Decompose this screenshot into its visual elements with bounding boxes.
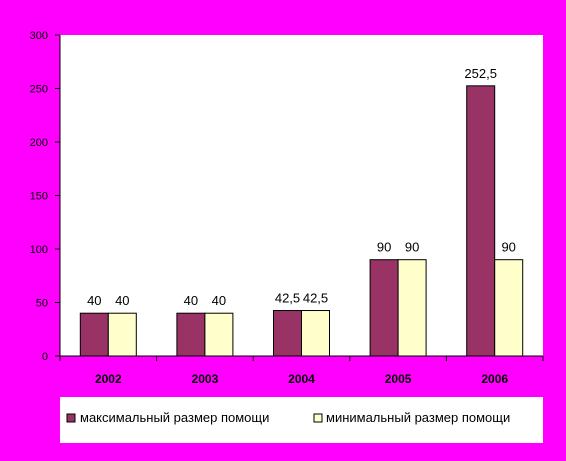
bar-min-2003 <box>204 312 234 357</box>
data-label: 90 <box>377 240 391 255</box>
data-label: 42,5 <box>303 291 328 306</box>
legend-label-max: максимальный размер помощи <box>80 410 269 425</box>
bar-max-2003 <box>176 312 206 357</box>
y-tick-label: 100 <box>30 244 48 256</box>
data-label: 40 <box>87 293 101 308</box>
x-category-label: 2006 <box>481 372 508 386</box>
data-label: 40 <box>115 293 129 308</box>
y-tick-label: 0 <box>42 351 48 363</box>
y-tick-label: 200 <box>30 137 48 149</box>
x-category-label: 2003 <box>192 372 219 386</box>
data-label: 40 <box>212 293 226 308</box>
bar-min-2006 <box>494 259 524 357</box>
data-labels: 40 40 40 40 42,5 42,5 90 90 252,5 90 <box>87 66 516 308</box>
bar-max-2002 <box>79 312 109 357</box>
legend-swatch-max <box>66 413 76 423</box>
bar-max-2005 <box>369 259 399 357</box>
y-axis-ticks: 0 50 100 150 200 250 300 <box>30 30 60 363</box>
legend-label-min: минимальный размер помощи <box>326 410 510 425</box>
data-label: 90 <box>501 240 515 255</box>
bar-min-2004 <box>301 310 330 357</box>
x-category-label: 2004 <box>288 372 315 386</box>
y-tick-label: 150 <box>30 191 48 203</box>
plot-area <box>60 35 543 356</box>
x-category-label: 2002 <box>95 372 122 386</box>
legend-box <box>60 397 543 443</box>
bar-min-2005 <box>397 259 427 357</box>
x-axis-ticks: 2002 2003 2004 2005 2006 <box>59 356 544 386</box>
x-category-label: 2005 <box>385 372 412 386</box>
bars <box>79 85 524 357</box>
y-tick-label: 250 <box>30 84 48 96</box>
data-label: 252,5 <box>464 66 497 81</box>
bar-max-2004 <box>273 310 302 357</box>
y-tick-label: 300 <box>30 30 48 42</box>
y-tick-label: 50 <box>36 298 48 310</box>
bar-max-2006 <box>466 85 496 357</box>
data-label: 40 <box>184 293 198 308</box>
data-label: 90 <box>405 240 419 255</box>
bar-min-2002 <box>107 312 137 357</box>
legend: максимальный размер помощи минимальный ра… <box>60 397 543 443</box>
legend-swatch-min <box>313 413 323 423</box>
data-label: 42,5 <box>275 291 300 306</box>
